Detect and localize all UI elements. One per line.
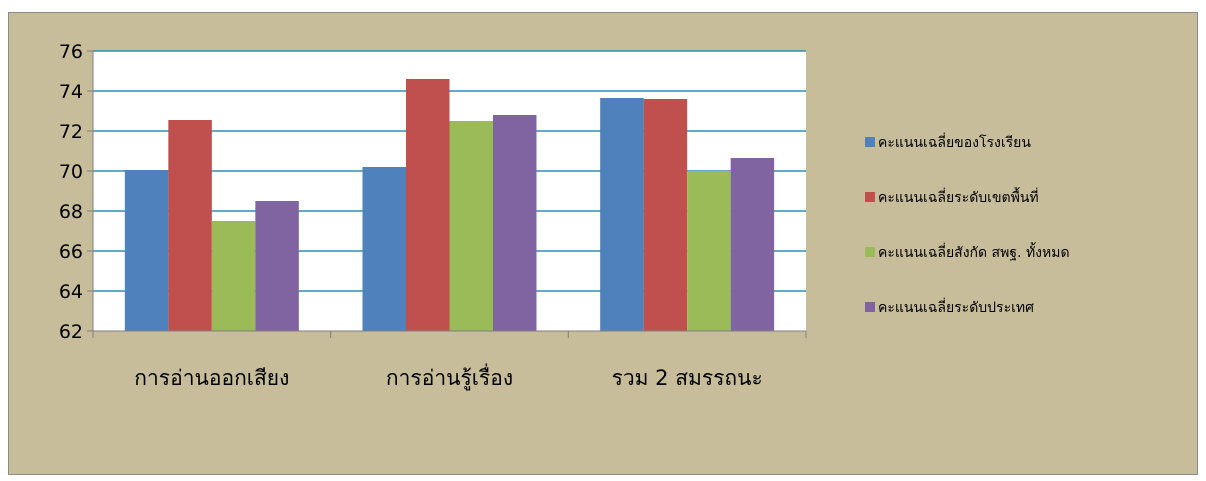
y-tick-label: 76 xyxy=(59,41,83,63)
y-tick-label: 62 xyxy=(59,321,83,343)
legend-swatch xyxy=(865,302,875,312)
y-tick-label: 70 xyxy=(59,161,83,183)
bar xyxy=(168,120,212,331)
bar xyxy=(449,121,493,331)
bar xyxy=(362,167,406,331)
bars xyxy=(124,79,775,331)
chart-area: 62 64 66 68 70 72 74 76 การอ่านออกเสียง การอ่านร… xyxy=(8,12,1198,475)
bar xyxy=(730,158,775,331)
x-category-label: รวม 2 สมรรถนะ xyxy=(612,366,763,390)
bar xyxy=(124,170,169,331)
bar xyxy=(600,98,644,331)
legend: คะแนนเฉลี่ยของโรงเรียนคะแนนเฉลี่ยระดับเข… xyxy=(865,133,1070,316)
bar-chart: 62 64 66 68 70 72 74 76 การอ่านออกเสียง การอ่านร… xyxy=(59,41,1070,391)
x-category-label: การอ่านออกเสียง xyxy=(134,366,289,390)
legend-label: คะแนนเฉลี่ยระดับประเทศ xyxy=(878,298,1034,316)
y-tick-label: 68 xyxy=(59,201,83,223)
bar xyxy=(687,171,731,331)
legend-label: คะแนนเฉลี่ยระดับเขตพื้นที่ xyxy=(878,187,1039,206)
axes xyxy=(92,51,806,332)
bar xyxy=(255,201,299,331)
legend-label: คะแนนเฉลี่ยสังกัด สพฐ. ทั้งหมด xyxy=(878,242,1070,261)
x-axis-categories: การอ่านออกเสียง การอ่านรู้เรื่อง รวม 2 สมร… xyxy=(92,331,807,391)
y-tick-label: 74 xyxy=(59,81,83,103)
bar xyxy=(643,99,688,331)
legend-swatch xyxy=(865,192,875,202)
bar xyxy=(406,79,450,331)
bar xyxy=(493,115,537,331)
legend-label: คะแนนเฉลี่ยของโรงเรียน xyxy=(878,133,1031,151)
y-tick-label: 72 xyxy=(59,121,83,143)
legend-swatch xyxy=(865,247,875,257)
bar xyxy=(211,221,256,331)
legend-swatch xyxy=(865,137,875,147)
x-category-label: การอ่านรู้เรื่อง xyxy=(386,363,513,391)
y-tick-label: 66 xyxy=(59,241,83,263)
y-axis-ticks: 62 64 66 68 70 72 74 76 xyxy=(59,41,93,343)
y-tick-label: 64 xyxy=(59,281,83,303)
